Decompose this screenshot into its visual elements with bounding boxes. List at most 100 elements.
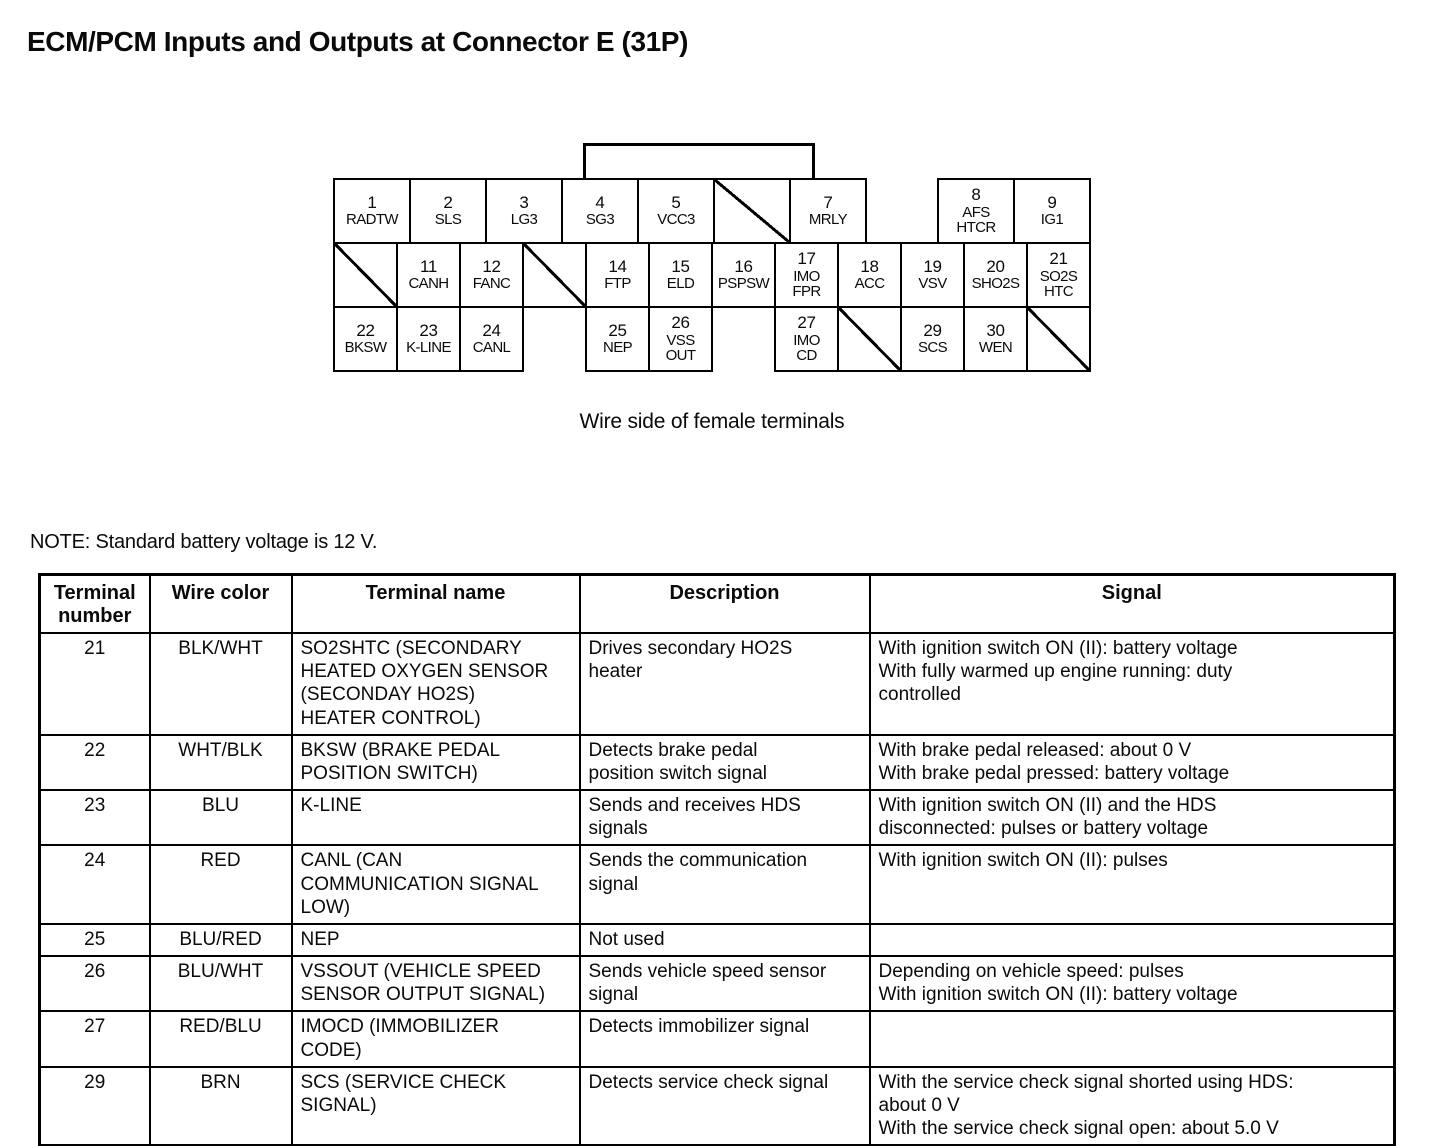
pin-number: 2 (443, 192, 453, 212)
pin-11: 11 CANH (396, 242, 461, 308)
pin-number: 19 (923, 256, 942, 276)
table-header-row: Terminal number Wire color Terminal name… (38, 573, 1396, 634)
pin-number: 12 (482, 256, 501, 276)
pin-label: FANC (472, 275, 511, 293)
terminal-number-cell: 23 (38, 789, 151, 847)
pin-5: 5 VCC3 (637, 178, 715, 244)
pin-number: 27 (797, 312, 816, 332)
wire-color-cell: BLU/RED (148, 922, 293, 958)
pin-2: 2 SLS (409, 178, 487, 244)
pin-19: 19 VSV (900, 242, 965, 308)
pin-blank-10 (333, 242, 398, 308)
terminal-name-cell: K-LINE (290, 789, 581, 847)
pin-blank-6 (713, 178, 791, 244)
terminal-number-cell: 22 (38, 733, 151, 792)
terminal-number-cell: 29 (38, 1065, 151, 1146)
wire-color-cell: RED/BLU (148, 1010, 293, 1068)
pin-label: K-LINE (406, 339, 451, 357)
pin-label: SO2S HTC (1039, 267, 1078, 301)
table-row-terminal-26: 26 BLU/WHT VSSOUT (VEHICLE SPEED SENSOR … (38, 955, 1396, 1013)
pin-23: 23 K-LINE (396, 306, 461, 372)
connector-row-1-left: 1 RADTW 2 SLS 3 LG3 4 SG3 5 VCC3 7 (333, 178, 867, 244)
wire-color-cell: BLU/WHT (148, 955, 293, 1013)
pin-1: 1 RADTW (333, 178, 411, 244)
pin-label: BKSW (344, 339, 387, 357)
table-row-terminal-24: 24 RED CANL (CAN COMMUNICATION SIGNAL LO… (38, 844, 1396, 925)
pin-18: 18 ACC (837, 242, 902, 308)
pin-number: 30 (986, 320, 1005, 340)
pin-label: VSS OUT (665, 331, 696, 365)
pin-number: 3 (519, 192, 529, 212)
pin-label: IMO FPR (792, 267, 821, 301)
pin-label: LG3 (510, 211, 538, 229)
pin-7: 7 MRLY (789, 178, 867, 244)
terminal-name-cell: IMOCD (IMMOBILIZER CODE) (290, 1010, 581, 1068)
pin-9: 9 IG1 (1013, 178, 1091, 244)
pin-number: 14 (608, 256, 627, 276)
table-row-terminal-21: 21 BLK/WHT SO2SHTC (SECONDARY HEATED OXY… (38, 632, 1396, 736)
connector-diagram: 1 RADTW 2 SLS 3 LG3 4 SG3 5 VCC3 7 (333, 143, 1091, 372)
col-header-terminal-name: Terminal name (290, 573, 581, 634)
signal-cell (868, 922, 1396, 958)
pin-blank-31 (1026, 306, 1091, 372)
description-cell: Sends and receives HDS signals (578, 789, 871, 847)
description-cell: Sends the communication signal (578, 844, 871, 925)
pin-number: 29 (923, 320, 942, 340)
pin-number: 9 (1047, 192, 1057, 212)
description-cell: Detects immobilizer signal (578, 1010, 871, 1068)
terminal-name-cell: SCS (SERVICE CHECK SIGNAL) (290, 1065, 581, 1146)
pin-25: 25 NEP (585, 306, 650, 372)
pin-30: 30 WEN (963, 306, 1028, 372)
pin-21: 21 SO2S HTC (1026, 242, 1091, 308)
pin-label: PSPSW (717, 275, 770, 293)
description-cell: Sends vehicle speed sensor signal (578, 955, 871, 1013)
connector-lock-tab (583, 143, 815, 183)
table-row-terminal-29: 29 BRN SCS (SERVICE CHECK SIGNAL) Detect… (38, 1065, 1396, 1146)
pin-number: 22 (356, 320, 375, 340)
signal-cell: With ignition switch ON (II): battery vo… (868, 632, 1396, 736)
pin-label: MRLY (808, 211, 848, 229)
pin-number: 24 (482, 320, 501, 340)
pin-20: 20 SHO2S (963, 242, 1028, 308)
col-header-signal: Signal (868, 573, 1396, 634)
terminal-number-cell: 21 (38, 632, 151, 736)
pin-label: WEN (978, 339, 1013, 357)
signal-cell: With ignition switch ON (II): pulses (868, 844, 1396, 925)
wire-color-cell: WHT/BLK (148, 733, 293, 792)
pin-label: SHO2S (971, 275, 1020, 293)
connector-gap (711, 306, 776, 372)
wire-color-cell: BLK/WHT (148, 632, 293, 736)
pin-29: 29 SCS (900, 306, 965, 372)
pin-number: 17 (797, 248, 816, 268)
terminal-name-cell: BKSW (BRAKE PEDAL POSITION SWITCH) (290, 733, 581, 792)
table-row-terminal-22: 22 WHT/BLK BKSW (BRAKE PEDAL POSITION SW… (38, 733, 1396, 792)
pin-label: IMO CD (793, 331, 820, 365)
terminal-number-cell: 26 (38, 955, 151, 1013)
wire-color-cell: RED (148, 844, 293, 925)
pin-24: 24 CANL (459, 306, 524, 372)
terminal-number-cell: 25 (38, 922, 151, 958)
pin-26: 26 VSS OUT (648, 306, 713, 372)
pin-blank-28 (837, 306, 902, 372)
wire-color-cell: BLU (148, 789, 293, 847)
pin-number: 1 (367, 192, 377, 212)
description-cell: Not used (578, 922, 871, 958)
connector-row-3: 22 BKSW 23 K-LINE 24 CANL 25 NEP 26 VSS … (333, 306, 1091, 372)
pin-label: ELD (666, 275, 695, 293)
signal-cell: With ignition switch ON (II) and the HDS… (868, 789, 1396, 847)
pin-number: 8 (971, 184, 981, 204)
pin-label: SLS (434, 211, 462, 229)
pin-16: 16 PSPSW (711, 242, 776, 308)
signal-cell: With brake pedal released: about 0 V Wit… (868, 733, 1396, 792)
connector-row-1-right: 8 AFS HTCR 9 IG1 (937, 178, 1091, 244)
terminal-name-cell: NEP (290, 922, 581, 958)
pin-number: 15 (671, 256, 690, 276)
pin-label: VCC3 (657, 211, 695, 229)
pin-number: 11 (419, 256, 438, 276)
pin-number: 5 (671, 192, 681, 212)
pin-number: 26 (671, 312, 690, 332)
terminal-name-cell: VSSOUT (VEHICLE SPEED SENSOR OUTPUT SIGN… (290, 955, 581, 1013)
col-header-wire-color: Wire color (148, 573, 293, 634)
pin-number: 23 (419, 320, 438, 340)
